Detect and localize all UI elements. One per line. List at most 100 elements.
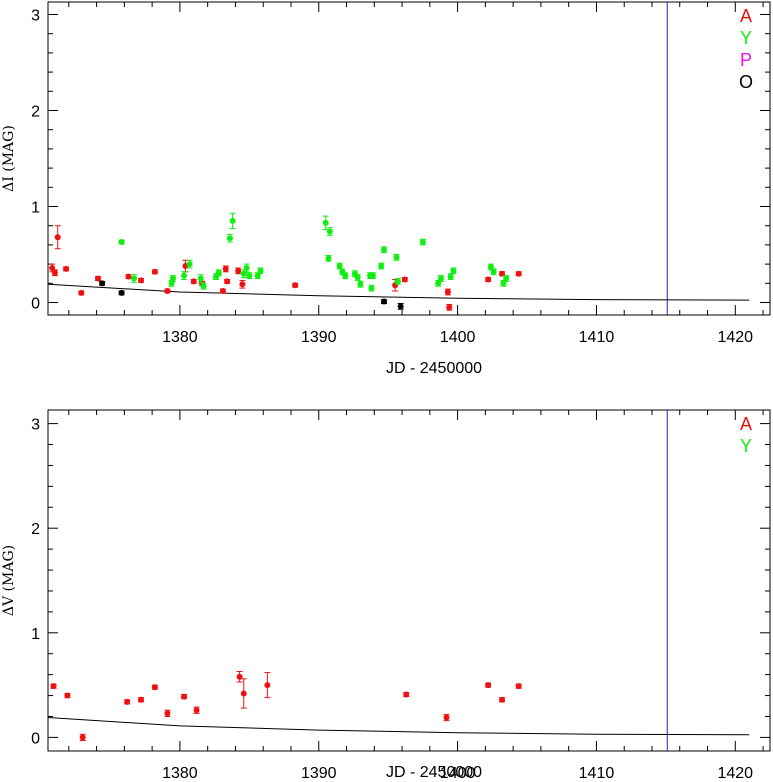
data-point-Y — [394, 278, 401, 285]
data-point-A — [236, 673, 243, 680]
data-point-Y — [342, 272, 349, 279]
y-axis-title: ΔI (MAG) — [1, 125, 17, 192]
y-tick-label: 1 — [31, 626, 40, 643]
data-point-Y — [181, 272, 188, 279]
data-point-A — [193, 707, 200, 714]
data-point-A — [240, 690, 247, 697]
x-tick-label: 1420 — [717, 329, 753, 346]
data-point-A — [485, 276, 492, 283]
data-point-Y — [131, 275, 138, 282]
data-point-Y — [503, 275, 510, 282]
y-tick-label: 3 — [31, 7, 40, 24]
y-tick-label: 0 — [31, 296, 40, 313]
data-point-Y — [354, 274, 361, 281]
x-tick-label: 1390 — [301, 329, 337, 346]
data-point-A — [164, 287, 171, 294]
data-point-A — [78, 289, 85, 296]
data-point-Y — [322, 219, 329, 226]
data-point-A — [222, 265, 229, 272]
x-tick-label: 1390 — [301, 765, 337, 782]
model-curve — [47, 283, 750, 301]
data-point-Y — [246, 272, 253, 279]
x-tick-label: 1410 — [579, 329, 615, 346]
data-point-A — [485, 682, 492, 689]
data-point-A — [403, 691, 410, 698]
data-point-Y — [257, 267, 264, 274]
data-point-A — [125, 273, 132, 280]
x-tick-label: 1420 — [717, 765, 753, 782]
data-point-A — [292, 282, 299, 289]
legend-label-Y: Y — [740, 436, 752, 456]
x-tick-label: 1380 — [162, 765, 198, 782]
data-point-A — [401, 276, 408, 283]
legend-label-Y: Y — [740, 28, 752, 48]
data-point-A — [181, 693, 188, 700]
data-point-Y — [229, 217, 236, 224]
data-point-Y — [336, 263, 343, 270]
data-point-A — [50, 683, 57, 690]
data-point-A — [54, 234, 61, 241]
data-point-Y — [243, 264, 250, 271]
top-panel-delta-i: 1380 1390 1400 1410 1420 0 1 2 3 JD - 2450000 ΔI (… — [1, 1, 771, 377]
data-point-A — [444, 288, 451, 295]
y-tick-label: 2 — [31, 521, 40, 538]
data-point-A — [239, 281, 246, 288]
legend-label-O: O — [739, 72, 753, 92]
data-point-A — [190, 278, 197, 285]
data-point-A — [63, 265, 70, 272]
x-tick-label: 1400 — [440, 765, 476, 782]
data-point-A — [264, 682, 271, 689]
x-tick-label: 1380 — [162, 329, 198, 346]
x-tick-label: 1400 — [440, 329, 476, 346]
data-point-Y — [200, 283, 207, 290]
x-axis-title: JD - 2450000 — [386, 360, 482, 377]
data-point-A — [515, 683, 522, 690]
data-point-A — [124, 698, 131, 705]
data-point-A — [235, 267, 242, 274]
y-tick-label: 3 — [31, 417, 40, 434]
y-tick-label: 2 — [31, 103, 40, 120]
data-point-Y — [226, 235, 233, 242]
data-point-A — [224, 278, 231, 285]
data-point-Y — [357, 281, 364, 288]
data-point-Y — [326, 228, 333, 235]
data-point-O — [381, 298, 388, 305]
data-point-A — [151, 268, 158, 275]
data-point-A — [138, 696, 145, 703]
legend-label-A: A — [740, 6, 752, 26]
data-point-Y — [490, 268, 497, 275]
data-point-A — [64, 692, 71, 699]
data-point-A — [219, 287, 226, 294]
data-point-A — [499, 696, 506, 703]
data-point-A — [138, 277, 145, 284]
plot-frame — [47, 409, 771, 752]
data-point-O — [99, 280, 106, 287]
data-point-A — [94, 275, 101, 282]
data-point-Y — [197, 275, 204, 282]
data-point-Y — [437, 275, 444, 282]
data-point-Y — [169, 275, 176, 282]
data-point-Y — [368, 285, 375, 292]
data-point-A — [515, 270, 522, 277]
x-tick-label: 1410 — [579, 765, 615, 782]
y-tick-label: 1 — [31, 200, 40, 217]
data-point-Y — [393, 254, 400, 261]
legend-label-A: A — [740, 414, 752, 434]
legend-label-P: P — [740, 50, 752, 70]
data-point-A — [164, 710, 171, 717]
data-point-Y — [419, 239, 426, 246]
data-point-A — [446, 304, 453, 311]
data-point-Y — [369, 272, 376, 279]
model-curve — [47, 717, 750, 736]
data-point-Y — [447, 273, 454, 280]
data-point-A — [151, 684, 158, 691]
bottom-panel-delta-v: 1380 1390 1400 1410 1420 0 1 2 3 JD - 2450000 ΔV (… — [1, 409, 771, 782]
data-point-Y — [186, 261, 193, 268]
data-point-Y — [118, 239, 125, 246]
data-point-A — [51, 269, 58, 276]
plot-frame — [47, 1, 771, 316]
data-point-A — [79, 734, 86, 741]
data-point-Y — [378, 263, 385, 270]
data-point-Y — [450, 267, 457, 274]
